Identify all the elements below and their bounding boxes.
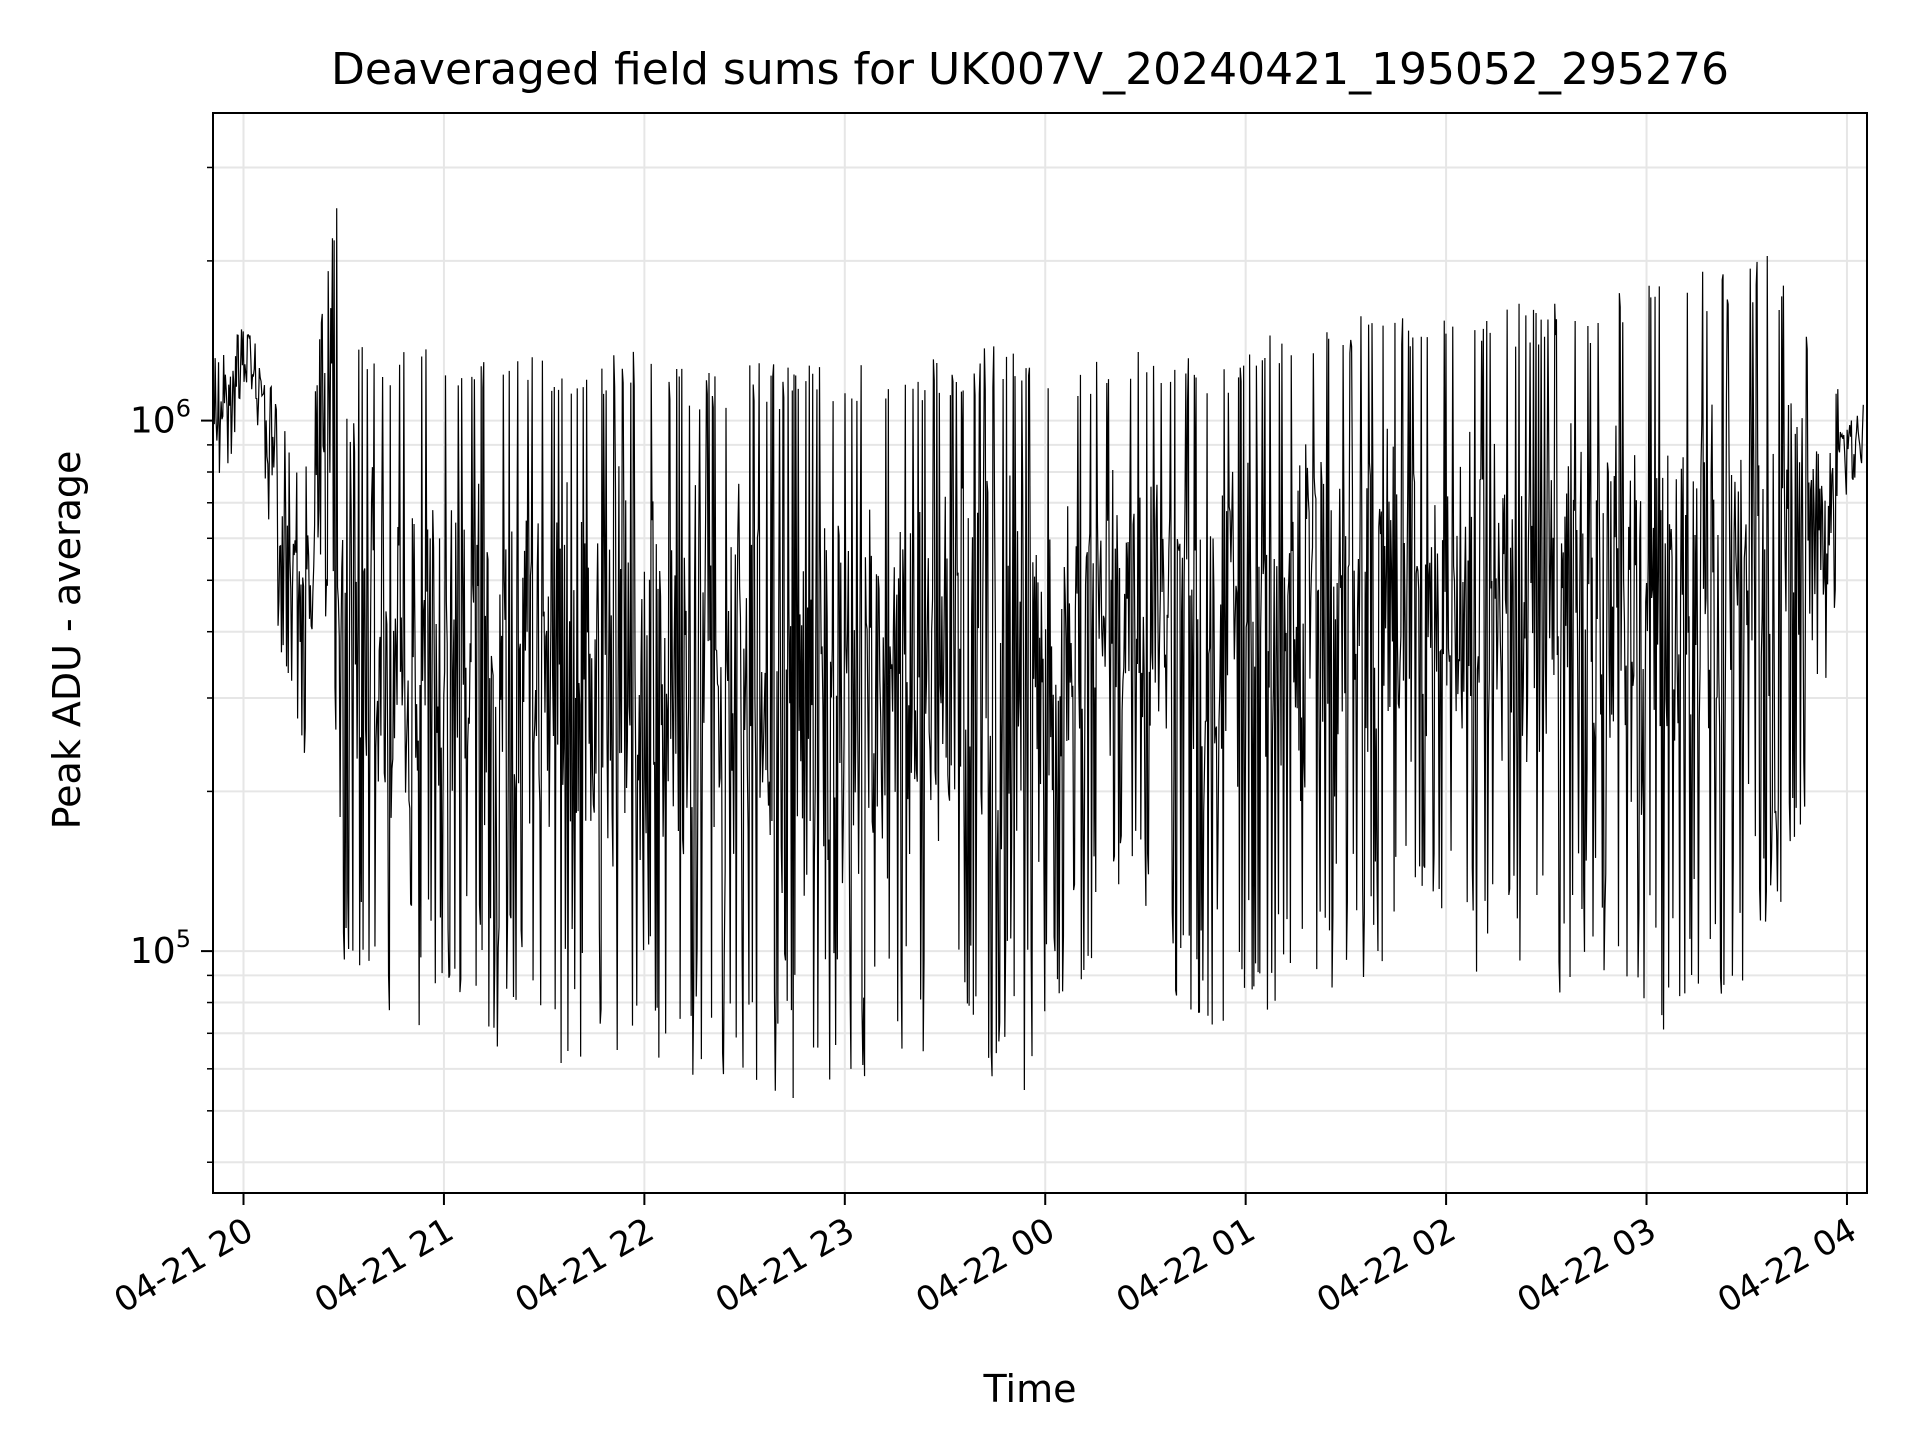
plot-frame	[212, 112, 1868, 1194]
series-line	[212, 208, 1864, 1099]
data-area	[212, 208, 1864, 1099]
chart-title: Deaveraged field sums for UK007V_2024042…	[331, 44, 1729, 95]
x-axis-label: Time	[983, 1367, 1077, 1411]
y-axis-label: Peak ADU - average	[45, 451, 89, 830]
y-tick-label: 105	[130, 925, 191, 972]
y-tick-label: 106	[130, 395, 191, 442]
